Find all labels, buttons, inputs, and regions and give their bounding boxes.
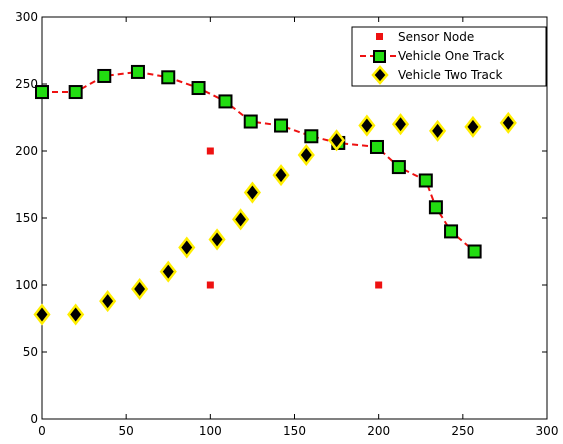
y-tick-label: 300	[15, 10, 38, 24]
vehicle-one-marker	[467, 244, 482, 259]
sensor-node-marker	[206, 147, 214, 155]
legend-label: Vehicle Two Track	[398, 68, 502, 82]
x-tick-label: 0	[38, 424, 46, 438]
y-tick-label: 150	[15, 211, 38, 225]
vehicle-two-marker	[428, 119, 447, 142]
vehicle-two-marker	[243, 181, 262, 204]
legend-marker-vehicle-one	[373, 50, 386, 63]
vehicle-one-track-line	[42, 70, 476, 253]
sensor-node-marker	[375, 281, 383, 289]
legend: Sensor Node Vehicle One Track Vehicle Tw…	[351, 26, 547, 87]
vehicle-two-marker	[232, 208, 250, 231]
vehicle-two-marker	[99, 290, 117, 313]
vehicle-one-marker	[161, 70, 176, 85]
y-tick-label: 50	[23, 345, 38, 359]
y-tick-label: 0	[30, 412, 38, 426]
vehicle-two-marker	[178, 236, 196, 259]
y-tick-label: 250	[15, 77, 38, 91]
vehicle-one-marker	[191, 81, 206, 96]
y-tick-label: 100	[15, 278, 38, 292]
vehicle-one-marker	[304, 129, 319, 144]
x-tick-label: 100	[199, 424, 222, 438]
vehicle-two-marker	[67, 303, 85, 326]
y-tick-label: 200	[15, 144, 38, 158]
x-tick-label: 250	[451, 424, 474, 438]
vehicle-one-marker	[418, 173, 433, 188]
x-tick-label: 200	[367, 424, 390, 438]
vehicle-two-marker	[272, 164, 290, 187]
vehicle-two-marker	[131, 277, 149, 301]
x-tick-label: 50	[119, 424, 134, 438]
vehicle-two-marker	[33, 303, 51, 326]
vehicle-two-marker	[464, 115, 482, 138]
legend-marker-sensor-node	[376, 33, 383, 40]
vehicle-one-marker	[444, 224, 459, 239]
vehicle-one-marker	[274, 118, 289, 133]
x-tick-label: 150	[283, 424, 306, 438]
vehicle-one-marker	[243, 114, 258, 129]
vehicle-one-marker	[218, 94, 233, 109]
vehicle-two-marker	[358, 114, 376, 137]
series-layer	[33, 64, 517, 326]
x-tick-label: 300	[536, 424, 559, 438]
vehicle-one-marker	[97, 68, 112, 83]
axis-ticks	[41, 16, 548, 420]
tick-labels: 0 50 100 150 200 250 300 0 50 100 150 200 250 300	[15, 10, 558, 438]
vehicle-two-marker	[391, 113, 410, 136]
vehicle-two-marker	[159, 260, 177, 283]
vehicle-one-marker	[68, 85, 83, 100]
vehicle-one-marker	[391, 160, 406, 175]
vehicle-one-marker	[35, 85, 49, 100]
legend-marker-vehicle-two	[371, 65, 389, 85]
legend-label: Vehicle One Track	[398, 49, 504, 63]
vehicle-two-marker	[297, 143, 315, 167]
legend-label: Sensor Node	[398, 30, 474, 44]
vehicle-two-marker	[327, 129, 346, 152]
vehicle-one-marker	[369, 139, 384, 154]
vehicle-one-marker	[130, 64, 145, 79]
vehicle-one-marker	[428, 200, 443, 215]
vehicle-two-marker	[208, 228, 226, 251]
sensor-node-marker	[206, 281, 214, 289]
vehicle-two-marker	[499, 111, 517, 134]
